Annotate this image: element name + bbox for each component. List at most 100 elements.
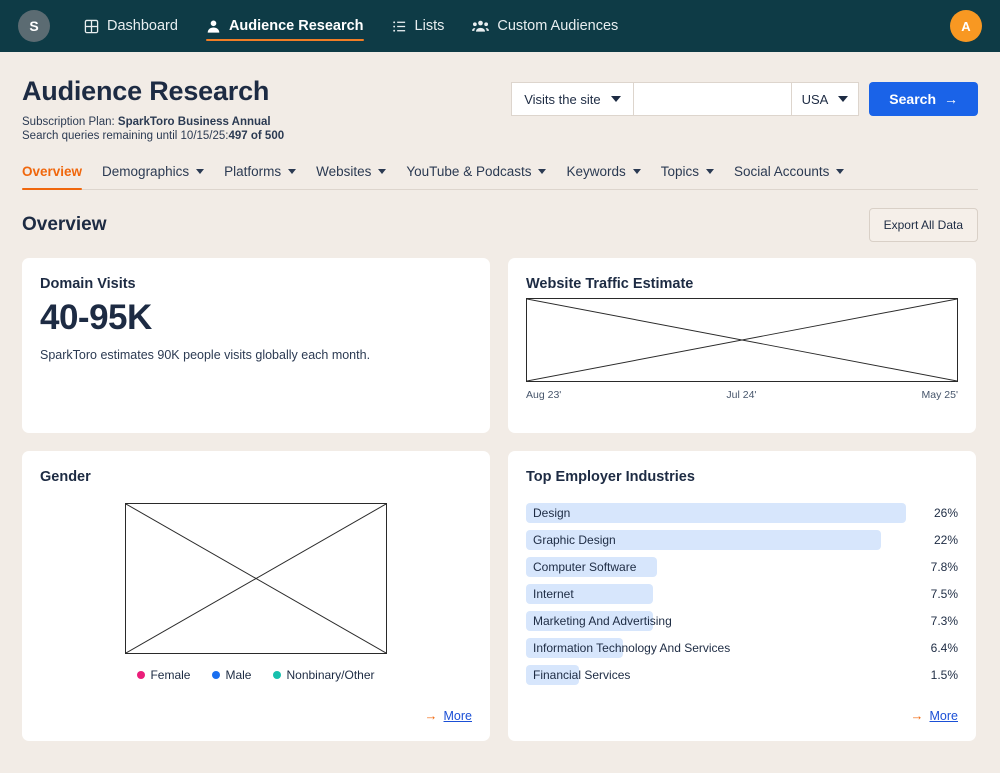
- brand-logo[interactable]: S: [18, 10, 50, 42]
- domain-visits-value: 40-95K: [40, 298, 152, 337]
- card-website-traffic: Website Traffic Estimate Aug 23' Jul 24'…: [508, 258, 976, 433]
- industry-bar: [526, 610, 654, 631]
- nav-item-lists[interactable]: Lists: [378, 0, 459, 52]
- industry-bar: [526, 529, 882, 550]
- industry-bar-zone: Graphic Design: [526, 529, 906, 550]
- tab-label-platforms: Platforms: [224, 164, 282, 179]
- export-all-data-button[interactable]: Export All Data: [868, 208, 978, 242]
- website-traffic-axis-labels: Aug 23' Jul 24' May 25': [526, 389, 958, 401]
- country-select[interactable]: USA: [790, 82, 860, 116]
- industry-bar: [526, 502, 906, 523]
- domain-visits-note: SparkToro estimates 90K people visits gl…: [40, 348, 371, 362]
- card-gender: Gender Female Male: [22, 451, 490, 741]
- nav-label-lists: Lists: [414, 18, 445, 34]
- tab-youtube-podcasts[interactable]: YouTube & Podcasts: [406, 164, 547, 179]
- industry-percent: 6.4%: [930, 640, 958, 655]
- legend-dot-male: [212, 671, 221, 679]
- chevron-down-icon: [538, 169, 547, 174]
- legend-label-nonbinary: Nonbinary/Other: [286, 668, 375, 682]
- industry-bar: [526, 664, 580, 685]
- tab-label-demographics: Demographics: [102, 164, 190, 179]
- industry-bar-zone: Marketing And Advertising: [526, 610, 906, 631]
- page-title: Audience Research: [22, 76, 270, 106]
- industry-bar: [526, 583, 654, 604]
- card-title-industries: Top Employer Industries: [526, 469, 695, 485]
- tab-label-websites: Websites: [316, 164, 372, 179]
- tab-label-youtube-podcasts: YouTube & Podcasts: [406, 164, 532, 179]
- card-title-domain-visits: Domain Visits: [40, 276, 136, 292]
- arrow-right-icon: →: [424, 708, 438, 723]
- tab-overview[interactable]: Overview: [22, 164, 83, 190]
- tab-topics[interactable]: Topics: [661, 164, 715, 179]
- arrow-right-icon: →: [910, 708, 924, 723]
- industry-percent: 22%: [933, 532, 958, 547]
- arrow-right-icon: →: [944, 91, 958, 107]
- gender-legend: Female Male Nonbinary/Other: [40, 668, 472, 682]
- nav-item-audience-research[interactable]: Audience Research: [192, 0, 378, 52]
- page-header-text: Audience Research Subscription Plan: Spa…: [22, 76, 284, 142]
- industry-percent: 7.5%: [930, 586, 958, 601]
- industry-row: Internet 7.5%: [526, 580, 958, 607]
- gender-chart-wrap: [40, 503, 472, 654]
- gender-more-link[interactable]: More: [443, 708, 472, 723]
- sub-nav-tabs: Overview Demographics Platforms Websites…: [22, 164, 978, 190]
- legend-item-male: Male: [212, 668, 251, 682]
- search-queries-label: Search queries remaining until 10/15/25:: [22, 130, 229, 142]
- search-type-select[interactable]: Visits the site: [511, 82, 633, 116]
- chevron-down-icon: [632, 169, 641, 174]
- industry-percent: 26%: [933, 505, 958, 520]
- card-title-website-traffic: Website Traffic Estimate: [526, 276, 694, 292]
- nav-label-audience-research: Audience Research: [228, 18, 364, 34]
- page-body: Audience Research Subscription Plan: Spa…: [0, 52, 1000, 741]
- search-input-wrap[interactable]: [632, 82, 791, 116]
- cards-grid: Domain Visits 40-95K SparkToro estimates…: [22, 258, 978, 741]
- tab-label-keywords: Keywords: [566, 164, 626, 179]
- chevron-down-icon: [288, 169, 297, 174]
- subscription-plan-value: SparkToro Business Annual: [117, 116, 271, 128]
- tab-demographics[interactable]: Demographics: [102, 164, 205, 179]
- tab-platforms[interactable]: Platforms: [224, 164, 297, 179]
- gender-more-link-row: → More: [40, 708, 472, 723]
- industries-more-link-row: → More: [526, 708, 958, 723]
- legend-label-female: Female: [150, 668, 191, 682]
- subscription-plan-label: Subscription Plan:: [22, 116, 115, 128]
- industry-row: Computer Software 7.8%: [526, 553, 958, 580]
- industry-percent: 7.8%: [930, 559, 958, 574]
- search-input[interactable]: [643, 91, 781, 107]
- legend-dot-nonbinary: [273, 671, 282, 679]
- tab-keywords[interactable]: Keywords: [566, 164, 641, 179]
- chevron-down-icon: [838, 96, 849, 102]
- axis-label-end: May 25': [921, 389, 958, 401]
- chevron-down-icon: [196, 169, 205, 174]
- axis-label-mid: Jul 24': [726, 389, 757, 401]
- avatar[interactable]: A: [950, 10, 982, 42]
- industry-bar-zone: Information Technology And Services: [526, 637, 906, 658]
- tab-social-accounts[interactable]: Social Accounts: [734, 164, 845, 179]
- industry-label: Marketing And Advertising: [533, 613, 672, 628]
- industry-label: Graphic Design: [533, 532, 616, 547]
- search-button-label: Search: [889, 91, 936, 107]
- industries-more-link[interactable]: More: [929, 708, 958, 723]
- industry-row: Information Technology And Services 6.4%: [526, 634, 958, 661]
- industry-label: Financial Services: [533, 667, 631, 682]
- industry-label: Information Technology And Services: [533, 640, 731, 655]
- nav-item-custom-audiences[interactable]: Custom Audiences: [458, 0, 632, 52]
- tab-label-overview: Overview: [22, 164, 83, 179]
- chevron-down-icon: [378, 169, 387, 174]
- list-icon: [392, 19, 407, 34]
- tab-websites[interactable]: Websites: [316, 164, 387, 179]
- nav-item-dashboard[interactable]: Dashboard: [70, 0, 192, 52]
- grid-icon: [84, 19, 99, 34]
- industry-row: Marketing And Advertising 7.3%: [526, 607, 958, 634]
- nav-label-dashboard: Dashboard: [107, 18, 178, 34]
- legend-item-female: Female: [137, 668, 190, 682]
- industry-bar-zone: Internet: [526, 583, 906, 604]
- chevron-down-icon: [706, 169, 715, 174]
- search-button[interactable]: Search →: [869, 82, 978, 116]
- person-icon: [206, 19, 221, 34]
- axis-label-start: Aug 23': [526, 389, 562, 401]
- industry-label: Design: [533, 505, 571, 520]
- tab-label-social-accounts: Social Accounts: [734, 164, 830, 179]
- industry-bar-zone: Design: [526, 502, 906, 523]
- card-domain-visits: Domain Visits 40-95K SparkToro estimates…: [22, 258, 490, 433]
